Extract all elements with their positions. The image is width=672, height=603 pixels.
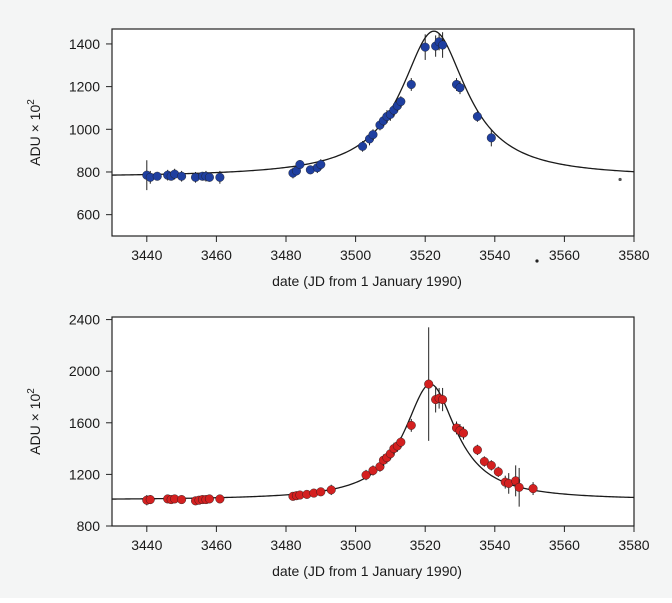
x-tick-label: 3460 [201, 537, 232, 553]
x-tick-label: 3540 [479, 537, 510, 553]
data-point [215, 172, 225, 182]
data-point [358, 141, 368, 151]
y-tick-label: 800 [77, 164, 101, 180]
y-tick-label: 800 [77, 518, 101, 534]
data-point [420, 42, 430, 52]
x-tick-label: 3560 [549, 247, 580, 263]
x-tick-label: 3500 [340, 537, 371, 553]
data-point [479, 456, 489, 466]
y-axis-title: ADU × 102 [26, 99, 43, 166]
chart-panel-2: 3440 3460 3480 3500 3520 3540 3560 3580 800 1200 1… [26, 312, 650, 579]
data-point [368, 466, 378, 476]
y-tick-label: 1000 [69, 121, 100, 137]
data-point [486, 460, 496, 470]
extra-point [618, 177, 622, 182]
data-point [152, 171, 162, 181]
data-point [486, 133, 496, 143]
y-tick-label: 2000 [69, 363, 100, 379]
y-tick-label: 1200 [69, 79, 100, 95]
data-point [368, 130, 378, 140]
stray-dot [535, 259, 539, 263]
y-axis-title-superscript: 2 [26, 99, 37, 105]
data-point [472, 445, 482, 455]
data-point [458, 428, 468, 438]
x-tick-label: 3580 [618, 537, 649, 553]
x-tick-label: 3540 [479, 247, 510, 263]
data-point [438, 395, 448, 405]
x-tick-label: 3480 [270, 537, 301, 553]
x-tick-label: 3520 [410, 247, 441, 263]
x-tick-label: 3480 [270, 247, 301, 263]
y-tick-label: 1600 [69, 415, 100, 431]
data-point [406, 79, 416, 89]
y-axis-title: ADU × 102 [26, 388, 43, 455]
data-point [215, 494, 225, 504]
x-tick-label: 3520 [410, 537, 441, 553]
data-series [142, 32, 496, 191]
data-point [514, 482, 524, 492]
data-point [528, 484, 538, 494]
data-point [438, 40, 448, 50]
data-point [361, 470, 371, 480]
data-point [177, 495, 187, 505]
y-tick-label: 1200 [69, 466, 100, 482]
x-axis-title: date (JD from 1 January 1990) [272, 563, 462, 579]
data-point [204, 494, 214, 504]
data-point [204, 172, 214, 182]
data-point [316, 487, 326, 497]
x-tick-label: 3500 [340, 247, 371, 263]
y-tick-label: 600 [77, 207, 101, 223]
x-tick-label: 3440 [131, 247, 162, 263]
data-point [145, 495, 155, 505]
data-point [472, 111, 482, 121]
data-point [493, 467, 503, 477]
data-series [142, 327, 538, 507]
data-point [177, 171, 187, 181]
data-point [295, 160, 305, 170]
data-point [455, 83, 465, 93]
y-axis-title-text: ADU × 10 [27, 394, 43, 455]
x-tick-label: 3460 [201, 247, 232, 263]
y-tick-label: 1400 [69, 36, 100, 52]
x-axis-title: date (JD from 1 January 1990) [272, 273, 462, 289]
y-axis-title-superscript: 2 [26, 388, 37, 394]
plot-area [111, 316, 635, 527]
data-point [406, 420, 416, 430]
chart-panel-1: 3440 3460 3480 3500 3520 3540 3560 3580 600 800 10… [26, 28, 650, 289]
x-tick-label: 3560 [549, 537, 580, 553]
data-point [316, 160, 326, 170]
data-point [396, 437, 406, 447]
data-point [396, 97, 406, 107]
data-point [424, 379, 434, 389]
x-tick-label: 3440 [131, 537, 162, 553]
y-tick-label: 2400 [69, 312, 100, 328]
data-point [326, 485, 336, 495]
x-tick-label: 3580 [618, 247, 649, 263]
y-axis-title-text: ADU × 10 [27, 105, 43, 166]
